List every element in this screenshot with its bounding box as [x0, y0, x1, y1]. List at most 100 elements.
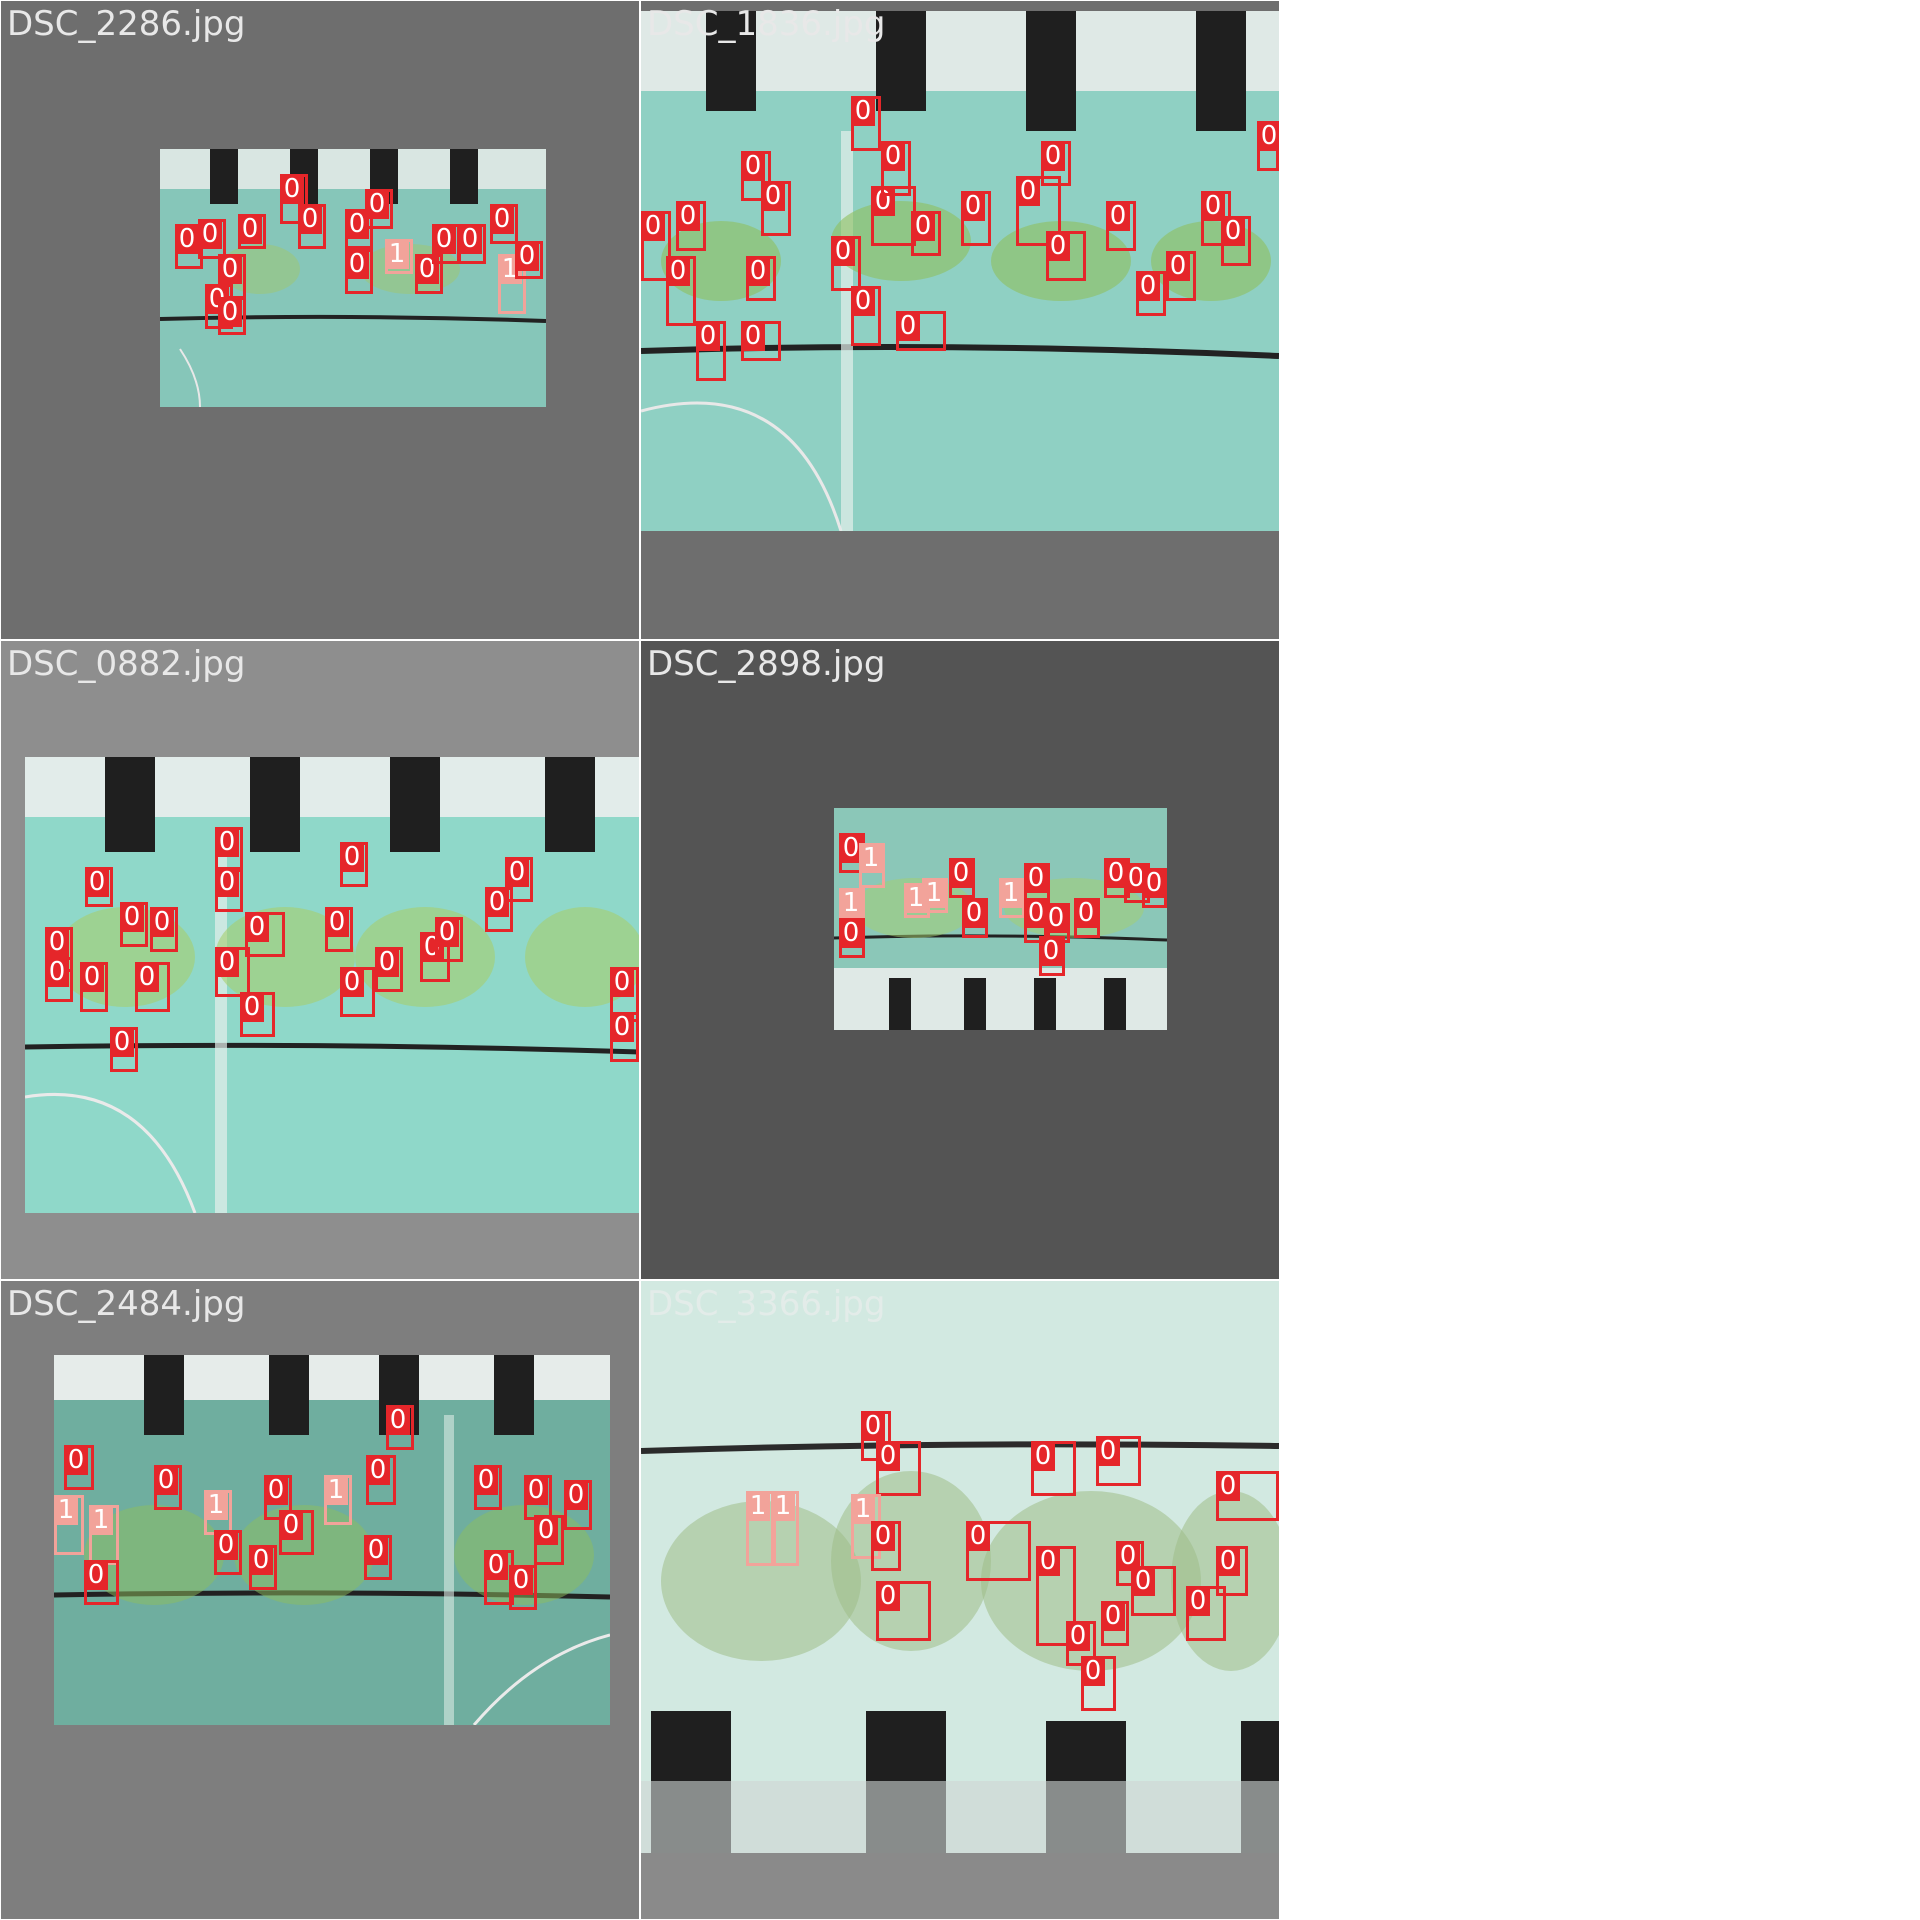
detection-label: 0 [218, 297, 242, 327]
detection-label: 0 [1136, 271, 1160, 301]
detection-box: 0 [1024, 863, 1050, 903]
detection-label: 0 [831, 236, 855, 266]
detection-label: 0 [851, 286, 875, 316]
detection-box: 1 [859, 843, 885, 888]
detection-box: 0 [610, 967, 639, 1022]
detection-box: 0 [876, 1581, 931, 1641]
detection-box: 0 [1186, 1586, 1226, 1641]
detection-label: 0 [696, 321, 720, 351]
detection-box: 0 [1031, 1441, 1076, 1496]
detection-label: 0 [896, 311, 920, 341]
detection-box: 0 [741, 321, 781, 361]
detection-box: 0 [1041, 141, 1071, 186]
detection-label: 0 [249, 1545, 273, 1575]
detection-box: 0 [1074, 898, 1100, 938]
detection-box: 0 [120, 902, 148, 947]
detection-box: 0 [911, 211, 941, 256]
detection-label: 1 [204, 1490, 228, 1520]
plant-photo: 0 0 0 0 0 0 0 0 0 0 0 0 0 0 0 0 0 0 0 0 … [25, 757, 639, 1213]
detection-label: 0 [1106, 201, 1130, 231]
detection-box: 0 [415, 254, 443, 294]
detection-box: 0 [1216, 1546, 1248, 1596]
detection-label: 0 [365, 189, 389, 219]
tile-dsc-0882: DSC_0882.jpg 0 0 0 0 0 0 [1, 641, 639, 1279]
detection-label: 0 [1186, 1586, 1210, 1616]
detection-label: 0 [524, 1475, 548, 1505]
detection-box: 0 [298, 204, 326, 249]
plant-photo: 0 0 0 0 0 0 0 0 0 0 0 1 0 0 0 0 1 0 [160, 149, 546, 407]
detection-label: 0 [45, 957, 69, 987]
detection-label: 0 [198, 219, 222, 249]
detection-box: 0 [135, 962, 170, 1012]
detection-box: 0 [458, 224, 486, 264]
detection-label: 0 [1166, 251, 1190, 281]
detection-box: 0 [1166, 251, 1196, 301]
detection-box: 0 [666, 256, 696, 326]
detection-label: 0 [761, 181, 785, 211]
detection-box: 0 [1096, 1436, 1141, 1486]
detection-box: 0 [509, 1565, 537, 1610]
image-mosaic: DSC_2286.jpg 0 0 0 0 0 0 0 0 0 [1, 1, 1279, 1919]
detection-label: 1 [922, 878, 946, 908]
detection-label: 0 [175, 224, 199, 254]
detection-label: 0 [364, 1535, 388, 1565]
detection-box: 0 [949, 858, 975, 898]
detection-label: 1 [746, 1491, 770, 1521]
detection-label: 0 [861, 1411, 885, 1441]
plant-photo: 0 0 0 0 0 0 0 0 0 0 0 0 0 0 0 0 0 0 0 0 … [641, 11, 1279, 531]
detection-box: 0 [154, 1465, 182, 1510]
detection-label: 0 [1216, 1471, 1240, 1501]
detection-box: 0 [218, 297, 246, 335]
detection-box: 0 [279, 1510, 314, 1555]
detection-box: 0 [215, 827, 243, 872]
detection-box: 0 [490, 204, 518, 244]
detection-box: 0 [110, 1027, 138, 1072]
detection-label: 0 [949, 858, 973, 888]
detection-box: 0 [831, 236, 861, 291]
detection-label: 0 [85, 867, 109, 897]
tile-dsc-2898: DSC_2898.jpg 0 1 1 0 1 1 0 0 1 0 0 [641, 641, 1279, 1279]
detection-box: 0 [85, 867, 113, 907]
detection-label: 1 [771, 1491, 795, 1521]
detection-box: 0 [1106, 201, 1136, 251]
detection-box: 0 [505, 857, 533, 902]
detection-label: 0 [484, 1550, 508, 1580]
detection-label: 0 [215, 867, 239, 897]
detection-box: 0 [345, 209, 373, 249]
detection-label: 0 [154, 1465, 178, 1495]
detection-label: 0 [1066, 1621, 1090, 1651]
detection-label: 0 [458, 224, 482, 254]
detection-box: 0 [45, 957, 73, 1002]
detection-box: 0 [45, 927, 73, 972]
detection-box: 0 [839, 918, 865, 958]
detection-box: 0 [249, 1545, 277, 1590]
detection-box: 0 [1131, 1566, 1176, 1616]
detection-box: 1 [385, 239, 413, 274]
detection-label: 0 [435, 917, 459, 947]
detection-label: 1 [498, 254, 522, 284]
tile-dsc-2484: DSC_2484.jpg 0 1 1 0 0 1 0 [1, 1281, 639, 1919]
detection-box: 0 [610, 1012, 639, 1062]
detection-label: 0 [1081, 1656, 1105, 1686]
detection-box: 0 [325, 907, 353, 952]
detection-box: 0 [524, 1475, 552, 1520]
detection-label: 0 [375, 947, 399, 977]
detection-box: 0 [84, 1560, 119, 1605]
detection-box: 0 [218, 254, 246, 299]
detection-label: 0 [610, 1012, 634, 1042]
tile-filename-label: DSC_0882.jpg [7, 644, 246, 684]
detection-box: 0 [1221, 216, 1251, 266]
detection-box: 0 [340, 967, 375, 1017]
detection-label: 0 [45, 927, 69, 957]
detection-box: 0 [474, 1465, 502, 1510]
detection-label: 0 [509, 1565, 533, 1595]
detection-label: 0 [666, 256, 690, 286]
detection-label: 0 [366, 1455, 390, 1485]
detection-box: 0 [215, 947, 250, 997]
detection-label: 0 [881, 141, 905, 171]
detection-label: 0 [515, 241, 539, 271]
tile-filename-label: DSC_1836.jpg [647, 4, 886, 44]
detection-label: 0 [1046, 231, 1070, 261]
detection-box: 0 [961, 191, 991, 246]
detection-box: 0 [881, 141, 911, 196]
